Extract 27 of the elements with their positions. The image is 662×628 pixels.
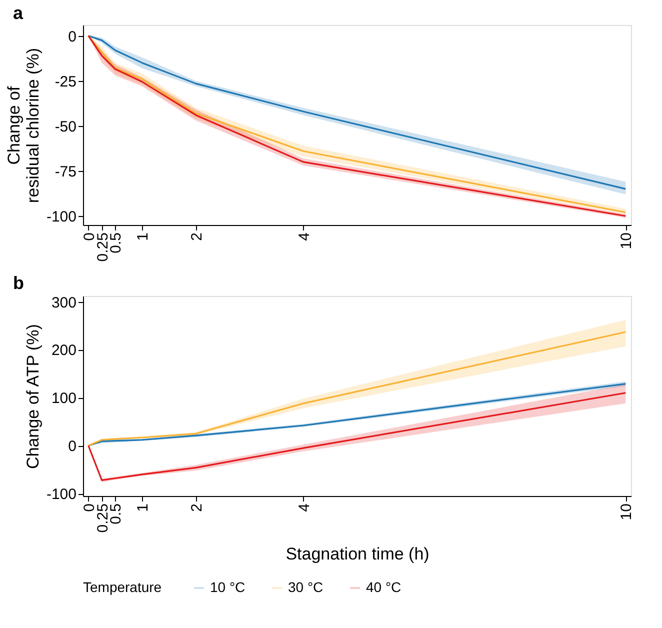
legend-label: 30 °C [288, 579, 324, 595]
y-axis-title: Change of ATP (%) [23, 324, 42, 469]
x-axis-title: Stagnation time (h) [286, 544, 430, 564]
chart-title: b [13, 272, 24, 293]
y-tick-label: -100 [46, 486, 76, 504]
x-tick-label: 2 [188, 504, 206, 512]
legend-label: 10 °C [210, 579, 246, 595]
x-tick-label: 1 [134, 232, 152, 241]
y-tick-label: -50 [54, 118, 76, 136]
y-tick-label: 100 [51, 390, 76, 408]
chart-title: a [13, 3, 24, 23]
y-tick-label: 0 [68, 438, 76, 456]
y-tick-label: 200 [51, 342, 76, 360]
x-tick-label: 10 [618, 504, 636, 520]
y-tick-label: 0 [68, 28, 76, 46]
x-tick-label: 10 [618, 232, 636, 250]
legend-label: 40 °C [366, 579, 402, 595]
x-tick-label: 2 [188, 232, 206, 241]
x-tick-label: 1 [134, 504, 152, 512]
y-tick-label: 300 [51, 294, 76, 312]
x-tick-label: 4 [296, 504, 313, 512]
y-tick-label: -75 [54, 163, 76, 180]
y-axis-title: Change of residual chlorine (%) [4, 48, 42, 203]
legend-title: Temperature [83, 579, 162, 595]
y-tick-label: -25 [54, 73, 76, 90]
y-tick-label: -100 [46, 208, 76, 226]
x-tick-label: 4 [296, 232, 313, 241]
